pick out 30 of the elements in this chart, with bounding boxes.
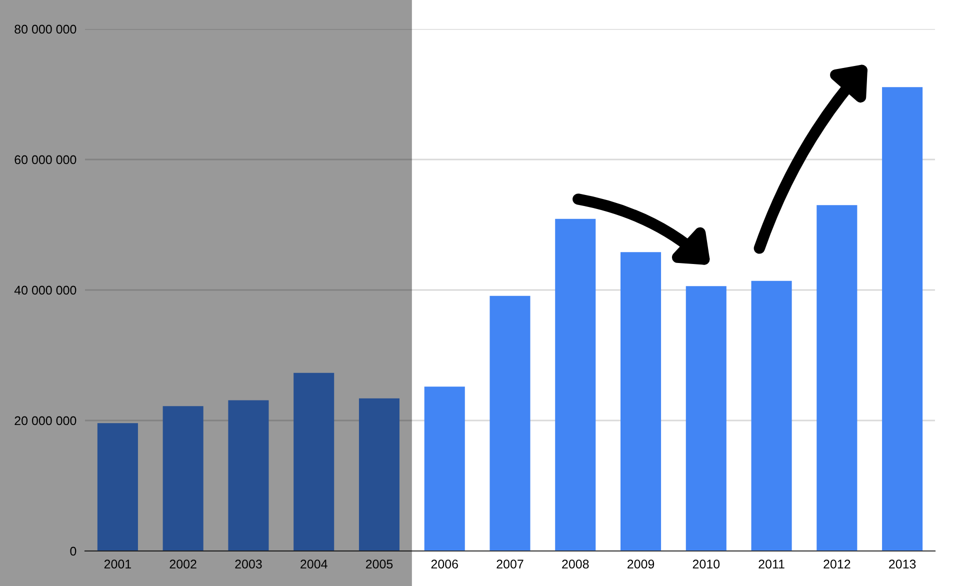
x-tick-label: 2012 — [824, 560, 850, 569]
y-tick-label: 20 000 000 — [14, 416, 76, 426]
x-tick-label: 2007 — [496, 560, 524, 569]
x-tick-label: 2008 — [562, 560, 589, 569]
bar — [490, 296, 530, 551]
x-tick-label: 2011 — [758, 560, 784, 569]
bar — [358, 398, 400, 551]
y-tick-label: 80 000 000 — [14, 24, 76, 34]
x-tick-label: 2013 — [889, 560, 916, 569]
bar — [555, 218, 596, 551]
bar — [228, 400, 269, 551]
bar — [686, 286, 726, 551]
x-tick-label: 2003 — [235, 560, 262, 569]
bar — [294, 372, 334, 551]
x-tick-label: 2004 — [300, 560, 328, 569]
x-tick-label: 2002 — [170, 560, 196, 569]
y-tick-label: 0 — [70, 546, 76, 556]
x-tick-label: 2006 — [431, 560, 458, 569]
x-tick-label: 2005 — [366, 560, 393, 569]
x-tick-label: 2001 — [104, 560, 131, 569]
x-tick-label: 2009 — [627, 560, 654, 569]
bar — [424, 386, 465, 551]
bar — [751, 280, 792, 551]
bar — [620, 252, 662, 551]
bar — [97, 423, 138, 551]
bar — [882, 87, 923, 551]
bar — [162, 406, 204, 551]
x-tick-label: 2010 — [692, 560, 720, 569]
y-tick-label: 40 000 000 — [14, 286, 76, 295]
y-tick-label: 60 000 000 — [14, 155, 76, 164]
